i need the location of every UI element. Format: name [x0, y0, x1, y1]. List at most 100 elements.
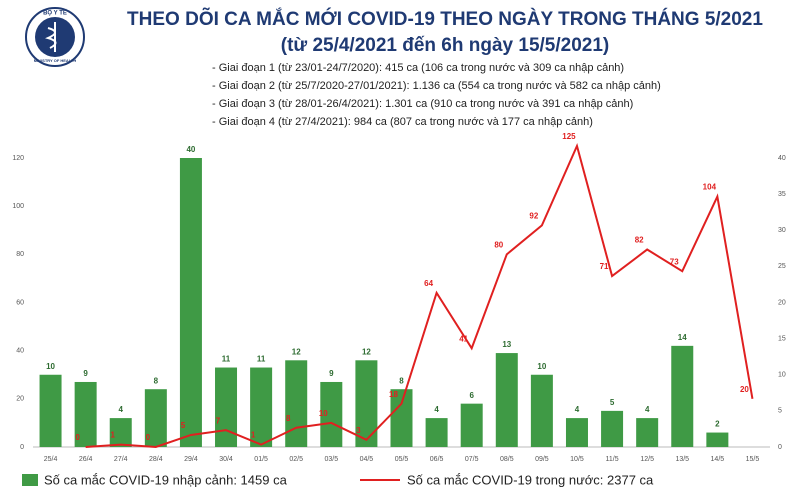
x-tick-label: 02/5: [289, 456, 303, 463]
bar: [215, 367, 238, 447]
x-tick-label: 01/5: [254, 456, 268, 463]
x-tick-label: 09/5: [535, 456, 549, 463]
bar: [636, 418, 659, 447]
bar: [390, 389, 413, 447]
line-label: 1: [111, 431, 116, 440]
x-tick-label: 10/5: [570, 456, 584, 463]
chart-subtitle: (từ 25/4/2021 đến 6h ngày 15/5/2021): [281, 35, 609, 56]
bar-label: 9: [83, 369, 88, 378]
y-tick-label: 60: [16, 299, 24, 306]
y-tick-label: 20: [16, 396, 24, 403]
y-tick-label: 40: [16, 348, 24, 355]
bar-label: 10: [537, 362, 546, 371]
line-label: 8: [286, 414, 291, 423]
bar-label: 9: [329, 369, 334, 378]
x-tick-label: 08/5: [500, 456, 514, 463]
y2-tick-label: 15: [778, 335, 786, 342]
x-tick-label: 04/5: [360, 456, 374, 463]
line-label: 3: [356, 426, 361, 435]
bar-label: 2: [715, 420, 720, 429]
y2-tick-label: 10: [778, 372, 786, 379]
note: - Giai đoạn 3 (từ 28/01-26/4/2021): 1.30…: [212, 98, 633, 110]
bar: [601, 410, 624, 447]
logo-text: BỘ Y TẾ: [43, 9, 67, 17]
y2-tick-label: 5: [778, 408, 782, 415]
bar-label: 6: [469, 391, 474, 400]
logo: BỘ Y TẾ MINISTRY OF HEALTH: [25, 7, 85, 67]
line-label: 41: [459, 334, 468, 343]
line-label: 1: [251, 431, 256, 440]
bar: [495, 353, 518, 447]
chart-title: THEO DÕI CA MẮC MỚI COVID-19 THEO NGÀY T…: [127, 8, 763, 30]
x-tick-label: 28/4: [149, 456, 163, 463]
line: [85, 142, 754, 449]
legend-label: Số ca mắc COVID-19 nhập cảnh: 1459 ca: [44, 472, 288, 487]
bar-label: 13: [502, 340, 511, 349]
logo-text: MINISTRY OF HEALTH: [34, 58, 77, 63]
y-tick-label: 100: [12, 203, 24, 210]
y2-tick-label: 40: [778, 155, 786, 162]
line-label: 7: [216, 416, 221, 425]
line-label: 82: [635, 236, 644, 245]
x-tick-label: 27/4: [114, 456, 128, 463]
bar: [671, 345, 694, 447]
bar-label: 11: [257, 355, 266, 364]
bar-label: 4: [119, 405, 124, 414]
line-label: 125: [562, 132, 576, 141]
note: - Giai đoạn 2 (từ 25/7/2020-27/01/2021):…: [212, 80, 661, 92]
bar: [565, 418, 588, 447]
y-tick-label: 120: [12, 155, 24, 162]
y2-tick-label: 30: [778, 227, 786, 234]
bar: [355, 360, 378, 447]
x-tick-label: 12/5: [640, 456, 654, 463]
y2-tick-label: 25: [778, 263, 786, 270]
bar: [706, 432, 729, 447]
line-label: 80: [494, 240, 503, 249]
bar-label: 4: [645, 405, 650, 414]
y-tick-label: 80: [16, 251, 24, 258]
x-tick-label: 07/5: [465, 456, 479, 463]
note: - Giai đoạn 1 (từ 23/01-24/7/2020): 415 …: [212, 62, 624, 74]
bar: [109, 418, 132, 447]
x-tick-label: 05/5: [395, 456, 409, 463]
x-tick-label: 06/5: [430, 456, 444, 463]
bar-label: 10: [46, 362, 55, 371]
bar: [250, 367, 273, 447]
bar: [530, 374, 553, 447]
bar-label: 8: [399, 376, 404, 385]
x-tick-label: 03/5: [324, 456, 338, 463]
y2-tick-label: 0: [778, 444, 782, 451]
bar: [39, 374, 62, 447]
bar: [425, 418, 448, 447]
bar: [285, 360, 308, 447]
line-label: 18: [389, 390, 398, 399]
line-label: 0: [75, 433, 80, 442]
y2-tick-label: 20: [778, 299, 786, 306]
x-tick-label: 13/5: [675, 456, 689, 463]
line-label: 104: [703, 183, 717, 192]
bar-label: 14: [678, 333, 687, 342]
line-label: 64: [424, 279, 433, 288]
bar-label: 4: [575, 405, 580, 414]
line-label: 92: [529, 212, 538, 221]
bar: [460, 403, 483, 447]
x-tick-label: 29/4: [184, 456, 198, 463]
line-label: 73: [670, 257, 679, 266]
bar-label: 8: [154, 376, 159, 385]
x-tick-label: 26/4: [79, 456, 93, 463]
bar-label: 12: [362, 347, 371, 356]
x-tick-label: 11/5: [606, 456, 619, 463]
x-tick-label: 14/5: [711, 456, 725, 463]
line-label: 0: [146, 433, 151, 442]
y2-tick-label: 35: [778, 191, 786, 198]
line-label: 71: [600, 262, 609, 271]
legend-swatch: [22, 474, 38, 486]
bar-label: 11: [222, 355, 231, 364]
bar-label: 4: [434, 405, 439, 414]
bar-label: 40: [186, 145, 195, 154]
legend-label: Số ca mắc COVID-19 trong nước: 2377 ca: [407, 472, 654, 487]
line-label: 20: [740, 385, 749, 394]
x-tick-label: 30/4: [219, 456, 233, 463]
x-tick-label: 15/5: [746, 456, 760, 463]
bar: [320, 381, 343, 447]
